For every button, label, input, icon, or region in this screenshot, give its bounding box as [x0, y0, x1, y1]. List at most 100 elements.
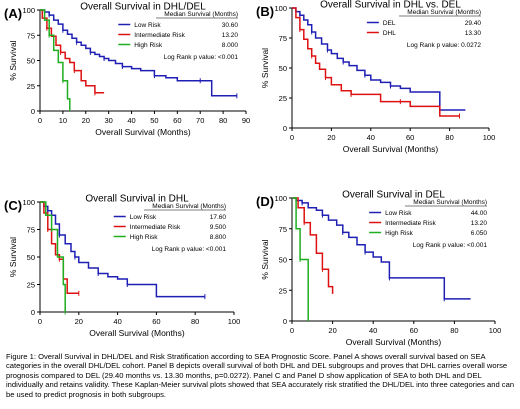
- legend-median: 8.800: [210, 234, 227, 241]
- x-tick-label: 60: [406, 133, 414, 142]
- x-tick-label: 100: [483, 133, 496, 142]
- x-tick-label: 80: [219, 116, 227, 125]
- legend-entry: Low Risk: [134, 22, 161, 29]
- x-tick-label: 0: [38, 317, 42, 326]
- chart-title: Overall Survival in DHL: [85, 194, 189, 205]
- y-tick-label: 0: [283, 124, 287, 133]
- legend-median: 17.60: [210, 214, 227, 221]
- legend-header: Median Survival (Months): [407, 9, 481, 16]
- y-tick-label: 100: [274, 4, 287, 13]
- x-tick-label: 50: [150, 116, 158, 125]
- logrank-label: Log Rank p value: <0.001: [413, 242, 488, 249]
- chart-title: Overall Survival in DHL/DEL: [80, 2, 206, 13]
- x-tick-label: 0: [290, 133, 294, 142]
- legend-header: Median Survival (Months): [152, 203, 226, 210]
- x-tick-label: 80: [450, 326, 458, 335]
- y-tick-label: 75: [279, 225, 287, 234]
- x-tick-label: 0: [38, 116, 42, 125]
- legend-entry: High Risk: [385, 230, 414, 237]
- legend-median: 9.500: [210, 224, 227, 231]
- figure-caption: Figure 1: Overall Survival in DHL/DEL an…: [6, 352, 515, 399]
- legend-median: 13.30: [465, 30, 482, 37]
- y-tick-label: 0: [31, 308, 35, 317]
- series-line: [292, 7, 466, 111]
- y-tick-label: 50: [27, 253, 35, 262]
- x-axis-label: Overall Survival (Months): [346, 337, 442, 347]
- y-tick-label: 0: [31, 107, 35, 116]
- series-line: [292, 197, 471, 300]
- y-axis-label: % Survival: [260, 239, 270, 279]
- x-axis-label: Overall Survival (Months): [95, 127, 191, 137]
- y-tick-label: 50: [27, 57, 35, 66]
- series-line: [292, 197, 309, 321]
- legend-entry: High Risk: [134, 42, 163, 49]
- chart-panel-4: (D) Overall Survival in DEL 0 25 50 75 100 0 20 4…: [256, 190, 501, 348]
- logrank-label: Log Rank p value: 0.0272: [407, 42, 481, 49]
- panel-label: (D): [256, 194, 274, 209]
- x-tick-label: 100: [489, 326, 502, 335]
- y-tick-label: 25: [279, 286, 287, 295]
- legend-entry: DHL: [383, 30, 396, 37]
- chart-title: Overall Survival in DHL vs. DEL: [320, 0, 461, 11]
- logrank-label: Log Rank p value: <0.001: [164, 54, 239, 61]
- y-tick-label: 75: [279, 34, 287, 43]
- y-tick-label: 75: [27, 226, 35, 235]
- x-tick-label: 60: [410, 326, 418, 335]
- x-tick-label: 40: [367, 133, 375, 142]
- legend-median: 6.050: [471, 230, 488, 237]
- x-tick-label: 20: [328, 326, 336, 335]
- y-tick-label: 100: [274, 194, 287, 203]
- series-line: [40, 9, 237, 97]
- x-tick-label: 0: [290, 326, 294, 335]
- legend-header: Median Survival (Months): [413, 199, 487, 206]
- x-tick-label: 20: [75, 317, 83, 326]
- panel-label: (A): [4, 6, 22, 21]
- x-tick-label: 90: [242, 116, 250, 125]
- x-tick-label: 20: [82, 116, 90, 125]
- x-tick-label: 10: [59, 116, 67, 125]
- y-axis-label: % Survival: [260, 48, 270, 88]
- chart-panel-3: (C) Overall Survival in DHL 0 25 50 75 100 0 20 4…: [4, 194, 240, 339]
- legend-median: 44.00: [471, 210, 488, 217]
- legend-entry: DEL: [383, 20, 396, 27]
- legend-median: 13.20: [471, 220, 488, 227]
- legend-entry: High Risk: [130, 234, 159, 241]
- legend-entry: Intermediate Risk: [134, 32, 185, 39]
- y-tick-label: 100: [22, 198, 35, 207]
- y-tick-label: 75: [27, 31, 35, 40]
- x-tick-label: 30: [104, 116, 112, 125]
- x-axis-label: Overall Survival (Months): [89, 328, 185, 338]
- chart-title: Overall Survival in DEL: [342, 190, 445, 201]
- panel-label: (C): [4, 198, 22, 213]
- chart-panel-1: (A) Overall Survival in DHL/DEL0255075100…: [4, 2, 250, 138]
- legend-header: Median Survival (Months): [164, 11, 238, 18]
- x-axis-label: Overall Survival (Months): [343, 144, 439, 154]
- x-tick-label: 20: [327, 133, 335, 142]
- y-tick-label: 25: [279, 94, 287, 103]
- x-tick-label: 40: [113, 317, 121, 326]
- y-axis-label: % Survival: [8, 40, 18, 80]
- y-tick-label: 50: [279, 256, 287, 265]
- legend-entry: Intermediate Risk: [130, 224, 181, 231]
- y-tick-label: 25: [27, 82, 35, 91]
- x-tick-label: 60: [173, 116, 181, 125]
- x-tick-label: 40: [369, 326, 377, 335]
- series-line: [292, 197, 334, 294]
- series-line: [40, 9, 71, 111]
- legend-median: 29.40: [465, 20, 482, 27]
- legend-entry: Low Risk: [385, 210, 412, 217]
- y-tick-label: 50: [279, 64, 287, 73]
- series-line: [40, 201, 66, 312]
- legend-median: 8.000: [222, 42, 239, 49]
- y-axis-label: % Survival: [8, 237, 18, 277]
- x-tick-label: 70: [196, 116, 204, 125]
- x-tick-label: 80: [445, 133, 453, 142]
- x-tick-label: 100: [228, 317, 241, 326]
- chart-panel-2: (B) Overall Survival in DHL vs. DEL 0 25 50 7…: [256, 0, 495, 154]
- legend-median: 30.60: [222, 22, 239, 29]
- y-tick-label: 25: [27, 281, 35, 290]
- y-tick-label: 0: [283, 317, 287, 326]
- x-tick-label: 60: [152, 317, 160, 326]
- x-tick-label: 80: [191, 317, 199, 326]
